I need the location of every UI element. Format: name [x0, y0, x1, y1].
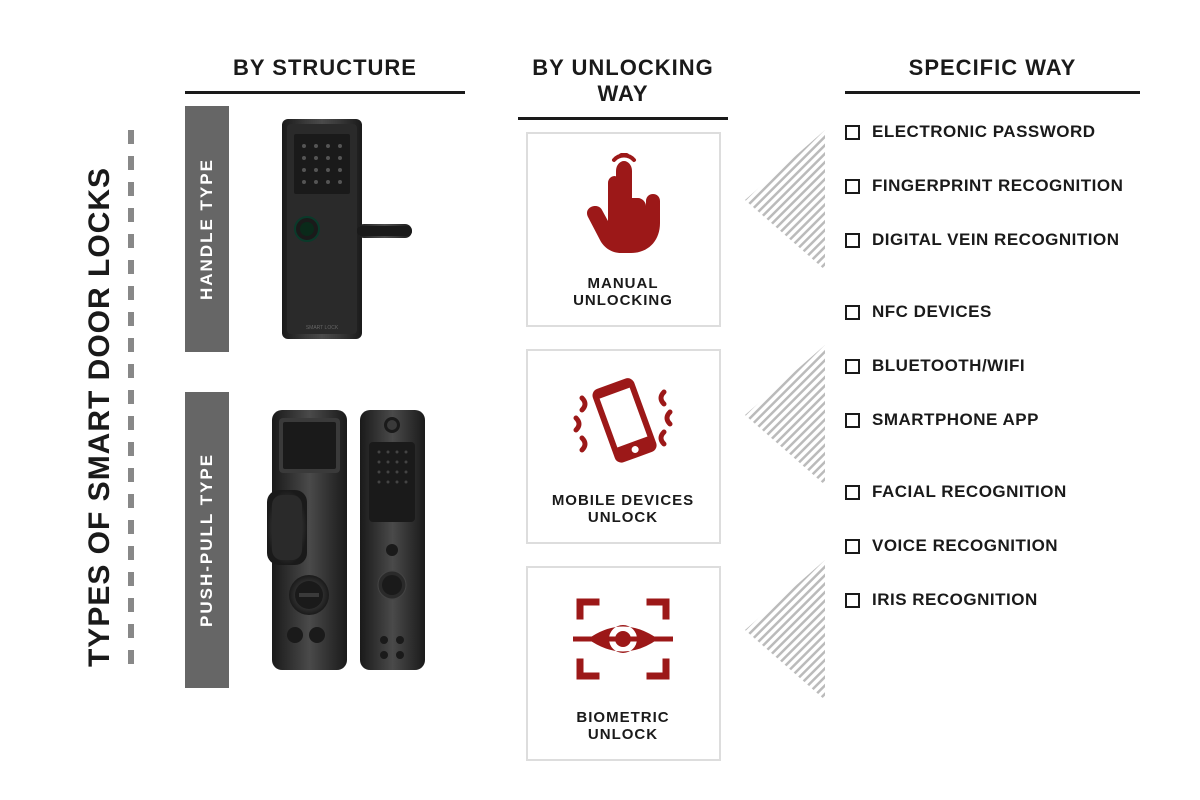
- specific-item-label: NFC DEVICES: [872, 302, 992, 322]
- specific-item-label: IRIS RECOGNITION: [872, 590, 1038, 610]
- arrow-2: [745, 345, 825, 485]
- structure-handle-type: HANDLE TYPE SMART LOCK: [185, 106, 465, 352]
- svg-text:SMART LOCK: SMART LOCK: [306, 325, 339, 331]
- specific-item: VOICE RECOGNITION: [845, 536, 1140, 556]
- specific-header: SPECIFIC WAY: [845, 55, 1140, 94]
- structure-pushpull-type: PUSH-PULL TYPE: [185, 392, 465, 688]
- checkbox-icon: [845, 539, 860, 554]
- hand-touch-icon: [568, 151, 678, 261]
- specific-item: IRIS RECOGNITION: [845, 590, 1140, 610]
- pushpull-lock-image: [229, 392, 465, 688]
- checkbox-icon: [845, 179, 860, 194]
- specific-item-label: SMARTPHONE APP: [872, 410, 1039, 430]
- unlocking-header: BY UNLOCKING WAY: [518, 55, 728, 120]
- specific-item-label: FACIAL RECOGNITION: [872, 482, 1067, 502]
- specific-item-label: FINGERPRINT RECOGNITION: [872, 176, 1123, 196]
- page-title: TYPES OF SMART DOOR LOCKS: [83, 167, 117, 667]
- specific-item-label: DIGITAL VEIN RECOGNITION: [872, 230, 1120, 250]
- biometric-unlock-label: BIOMETRIC UNLOCK: [540, 709, 707, 743]
- checkbox-icon: [845, 485, 860, 500]
- checkbox-icon: [845, 233, 860, 248]
- specific-item: BLUETOOTH/WIFI: [845, 356, 1140, 376]
- unlocking-column: BY UNLOCKING WAY MANUAL UNLOCKING: [518, 55, 728, 783]
- checkbox-icon: [845, 359, 860, 374]
- structure-header: BY STRUCTURE: [185, 55, 465, 94]
- checkbox-icon: [845, 593, 860, 608]
- specific-item: DIGITAL VEIN RECOGNITION: [845, 230, 1140, 250]
- specific-group-3: FACIAL RECOGNITION VOICE RECOGNITION IRI…: [845, 482, 1140, 610]
- eye-scan-icon: [568, 585, 678, 695]
- handle-lock-image: SMART LOCK: [229, 106, 465, 352]
- mobile-unlock-label: MOBILE DEVICES UNLOCK: [540, 492, 707, 526]
- checkbox-icon: [845, 125, 860, 140]
- specific-group-1: ELECTRONIC PASSWORD FINGERPRINT RECOGNIT…: [845, 122, 1140, 250]
- arrow-3: [745, 560, 825, 700]
- biometric-unlock-card: BIOMETRIC UNLOCK: [526, 566, 721, 761]
- phone-vibrate-icon: [568, 368, 678, 478]
- specific-item: FACIAL RECOGNITION: [845, 482, 1140, 502]
- specific-group-2: NFC DEVICES BLUETOOTH/WIFI SMARTPHONE AP…: [845, 302, 1140, 430]
- structure-column: BY STRUCTURE HANDLE TYPE SMART LOCK: [185, 55, 465, 728]
- specific-item: NFC DEVICES: [845, 302, 1140, 322]
- specific-item: ELECTRONIC PASSWORD: [845, 122, 1140, 142]
- specific-item: FINGERPRINT RECOGNITION: [845, 176, 1140, 196]
- specific-column: SPECIFIC WAY ELECTRONIC PASSWORD FINGERP…: [845, 55, 1140, 662]
- manual-unlock-label: MANUAL UNLOCKING: [540, 275, 707, 309]
- arrow-1: [745, 130, 825, 270]
- specific-item-label: BLUETOOTH/WIFI: [872, 356, 1025, 376]
- pushpull-type-label: PUSH-PULL TYPE: [185, 392, 229, 688]
- mobile-unlock-card: MOBILE DEVICES UNLOCK: [526, 349, 721, 544]
- specific-item-label: VOICE RECOGNITION: [872, 536, 1058, 556]
- specific-item: SMARTPHONE APP: [845, 410, 1140, 430]
- checkbox-icon: [845, 305, 860, 320]
- checkbox-icon: [845, 413, 860, 428]
- handle-type-label: HANDLE TYPE: [185, 106, 229, 352]
- vertical-dashed-divider: [128, 130, 134, 670]
- manual-unlock-card: MANUAL UNLOCKING: [526, 132, 721, 327]
- specific-item-label: ELECTRONIC PASSWORD: [872, 122, 1096, 142]
